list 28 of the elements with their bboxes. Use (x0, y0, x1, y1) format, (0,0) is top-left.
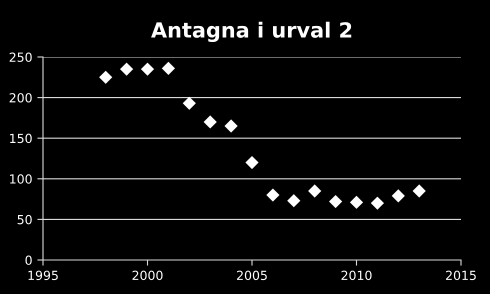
point (266, 188, 280, 202)
point (182, 96, 196, 110)
point (412, 184, 426, 198)
point (99, 70, 112, 84)
x-tick-label: 2015 (446, 270, 476, 280)
y-tick-label: 200 (10, 93, 32, 103)
y-tick-label: 150 (10, 134, 32, 144)
y-tick-label: 100 (10, 174, 32, 184)
point (140, 62, 154, 76)
x-tick-label: 2005 (237, 270, 267, 280)
x-tick-label: 2000 (132, 270, 163, 280)
point (370, 196, 384, 210)
point (308, 184, 322, 198)
point (392, 189, 405, 202)
point (162, 62, 175, 75)
point (329, 194, 342, 208)
point (287, 194, 300, 208)
point (224, 119, 238, 133)
x-tick-label: 2010 (342, 270, 372, 280)
y-tick-label: 250 (10, 52, 32, 62)
x-tick-label: 1995 (28, 270, 58, 280)
point (120, 62, 134, 76)
y-tick-label: 0 (25, 255, 32, 265)
y-tick-label: 50 (18, 214, 32, 224)
point (204, 115, 217, 129)
point (245, 156, 259, 170)
chart-title: Antagna i urval 2 (151, 22, 352, 42)
point (350, 196, 364, 209)
